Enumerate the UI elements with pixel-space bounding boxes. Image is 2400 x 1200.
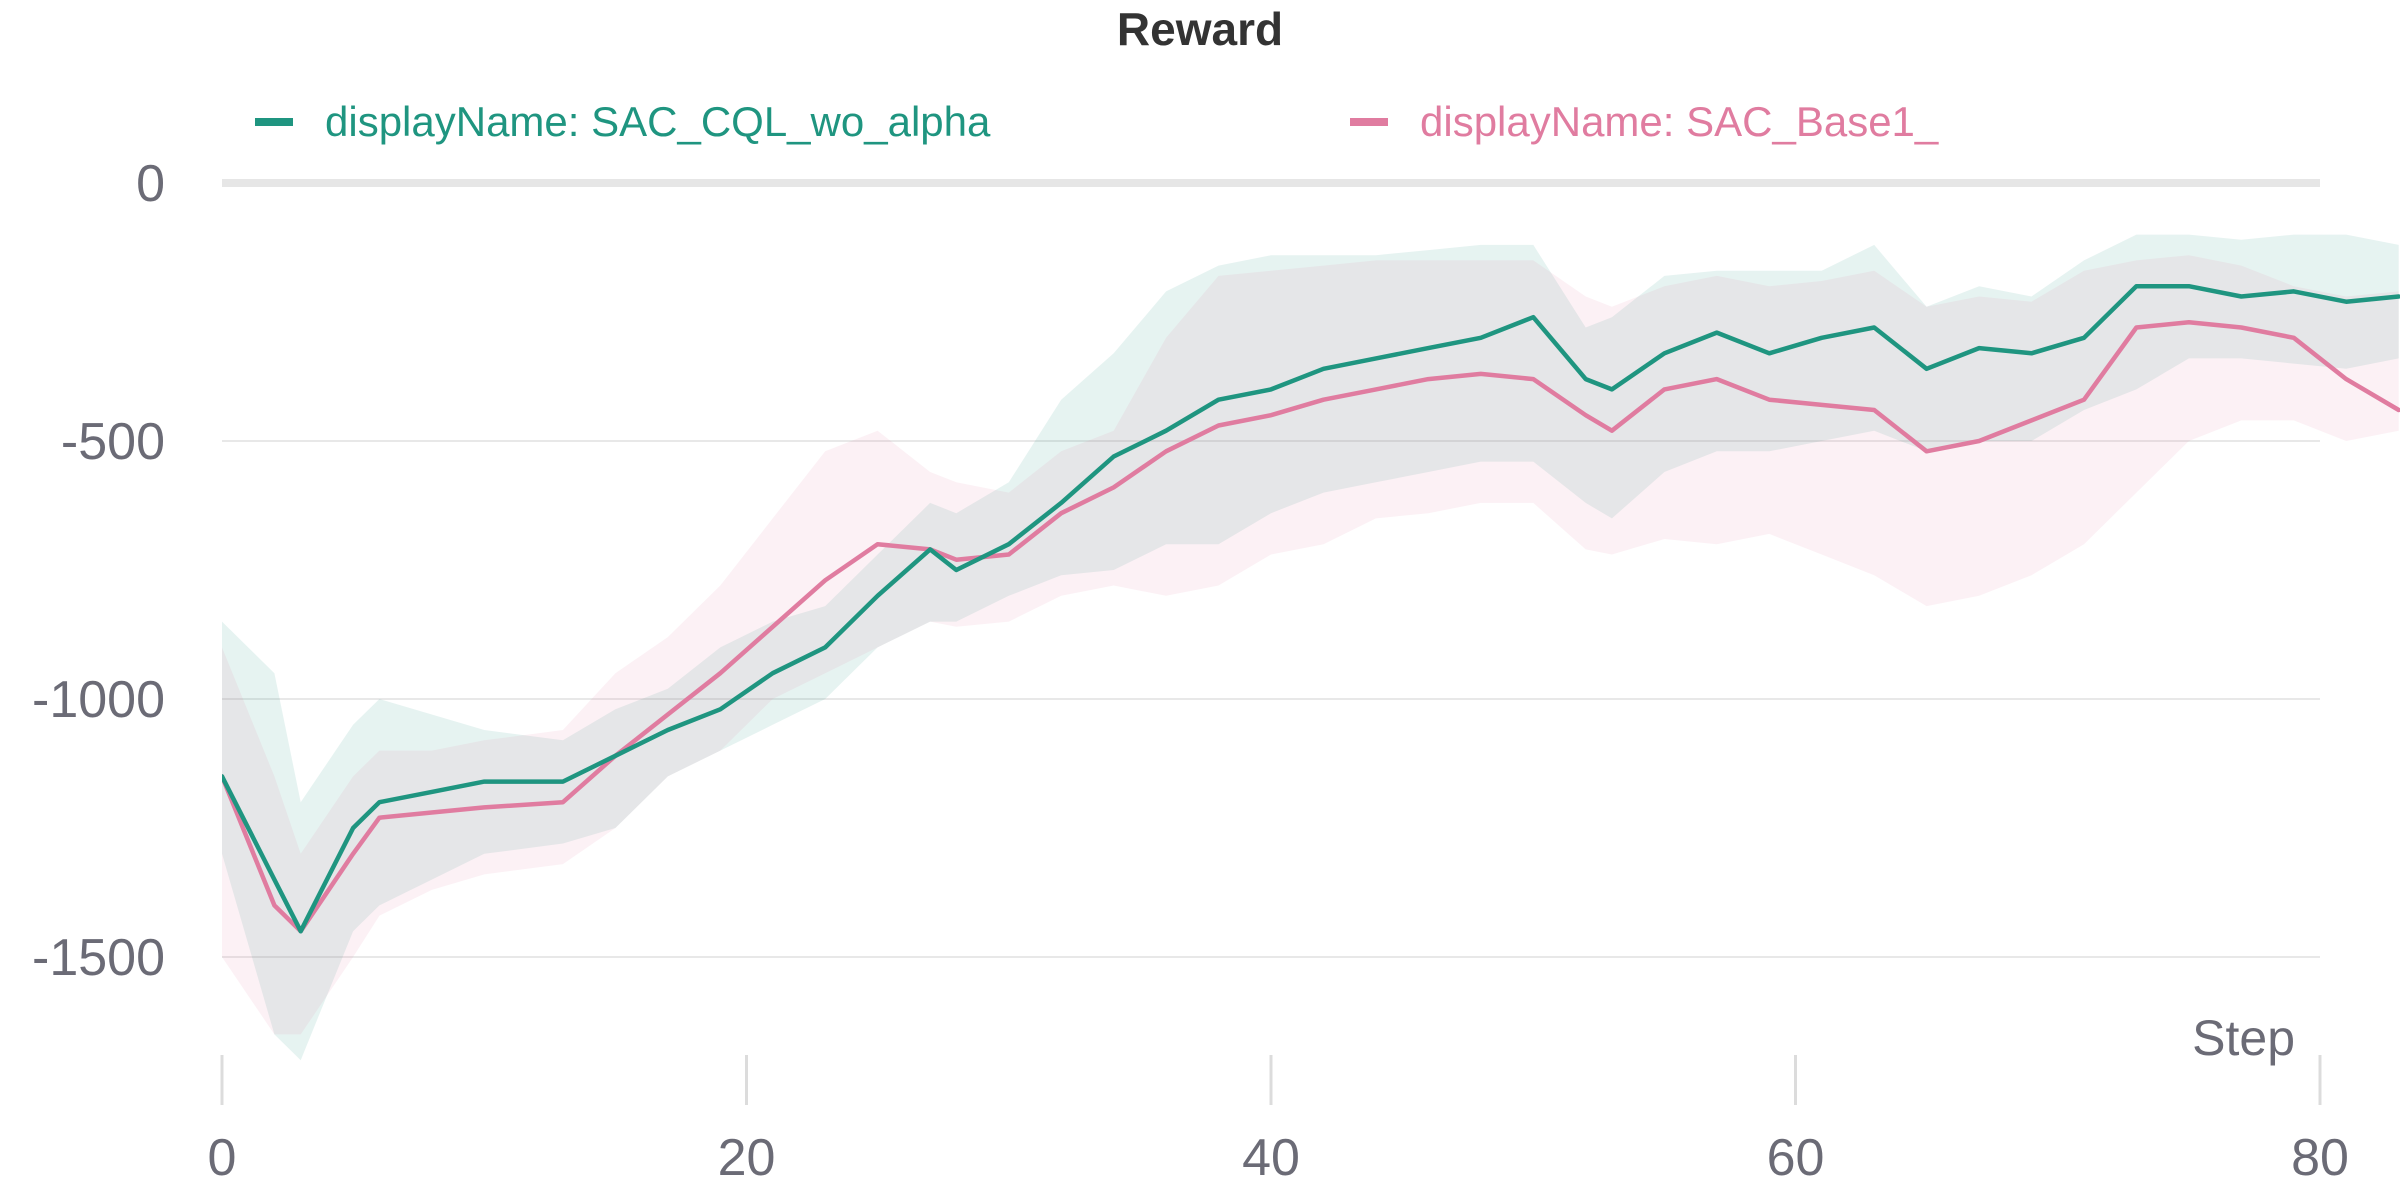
y-tick-label: 0 — [136, 155, 165, 213]
x-axis-label: Step — [2192, 1010, 2295, 1066]
x-tick-label: 40 — [1242, 1129, 1300, 1187]
legend-label-0: displayName: SAC_CQL_wo_alpha — [325, 98, 991, 145]
line-series-0 — [222, 283, 2400, 934]
y-tick-label: -1500 — [32, 929, 165, 987]
x-axis: 0 20 40 60 80 — [208, 1055, 2349, 1187]
y-tick-label: -500 — [61, 413, 165, 471]
x-tick-label: 60 — [1767, 1129, 1825, 1187]
x-tick-label: 0 — [208, 1129, 237, 1187]
legend: displayName: SAC_CQL_wo_alpha displayName… — [255, 98, 1939, 145]
y-axis: 0 -500 -1000 -1500 — [32, 155, 165, 987]
line-series-1 — [222, 320, 2400, 934]
legend-label-1: displayName: SAC_Base1_ — [1420, 98, 1939, 145]
x-tick-label: 20 — [718, 1129, 776, 1187]
x-tick-label: 80 — [2291, 1129, 2349, 1187]
confidence-bands — [222, 234, 2399, 1061]
band-series-1 — [222, 255, 2399, 1035]
chart-title: Reward — [1117, 3, 1283, 55]
series-lines — [222, 283, 2400, 934]
y-tick-label: -1000 — [32, 671, 165, 729]
band-series-0 — [222, 234, 2399, 1061]
